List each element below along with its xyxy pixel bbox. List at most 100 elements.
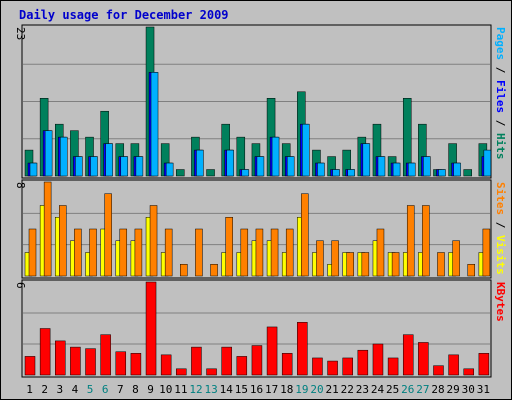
bar-sites <box>195 228 203 277</box>
bar-kbytes <box>402 334 414 376</box>
bar-kbytes <box>342 357 353 376</box>
x-tick-label: 27 <box>416 383 429 396</box>
bar-kbytes <box>100 334 111 376</box>
bar-kbytes <box>357 349 369 376</box>
bar-kbytes <box>266 326 278 376</box>
bar-kbytes <box>387 357 399 376</box>
legend-hits-files-pages: Pages / Files / Hits <box>494 27 507 160</box>
x-tick-label: 23 <box>356 383 369 396</box>
bar-pages <box>347 169 355 177</box>
bar-kbytes <box>160 354 172 376</box>
x-tick-label: 1 <box>26 383 33 396</box>
x-tick-label: 17 <box>265 383 278 396</box>
x-tick-label: 4 <box>72 383 79 396</box>
bar-sites <box>331 240 339 277</box>
legend-item-hits: Hits <box>494 133 507 160</box>
bar-pages <box>302 123 310 177</box>
bar-sites <box>164 228 173 277</box>
bar-pages <box>453 162 461 177</box>
x-tick-label: 21 <box>326 383 339 396</box>
bar-kbytes <box>372 343 384 376</box>
bar-sites <box>225 217 233 277</box>
legend-item-visits: Visits <box>494 235 507 275</box>
bar-sites <box>346 252 354 277</box>
bar-pages <box>332 169 340 177</box>
bar-pages <box>241 169 250 177</box>
bar-kbytes <box>463 368 474 376</box>
bar-pages <box>44 130 53 177</box>
x-tick-label: 3 <box>57 383 64 396</box>
bar-pages <box>120 156 129 177</box>
x-tick-label: 16 <box>250 383 263 396</box>
bar-pages <box>196 149 204 177</box>
bar-sites <box>406 205 415 277</box>
bar-kbytes <box>176 368 187 376</box>
bar-sites <box>28 228 37 277</box>
bar-sites <box>467 264 475 277</box>
bar-sites <box>210 264 218 277</box>
bar-sites <box>43 181 52 277</box>
bar-sites <box>301 193 309 277</box>
panels-layer: 23 Pages / Files / Hits 8 Sites / Visits 6 KB… <box>14 24 507 378</box>
x-tick-label: 15 <box>235 383 248 396</box>
bar-pages <box>256 156 265 177</box>
bar-pages <box>226 149 234 177</box>
bar-sites <box>285 228 294 277</box>
x-axis-ticks: 1 2 3 4 5 6 7 8 9 10 11 12 13 14 15 16 17 18 19 20 21 22 23 24 2… <box>26 383 490 396</box>
bar-sites <box>422 205 430 277</box>
bar-sites <box>59 205 67 277</box>
bar-kbytes <box>221 346 232 376</box>
x-tick-label: 11 <box>174 383 187 396</box>
x-tick-label: 30 <box>462 383 475 396</box>
legend-separator: / <box>494 60 507 80</box>
bar-kbytes <box>191 346 202 376</box>
bar-kbytes <box>85 348 96 376</box>
bar-sites <box>361 252 370 277</box>
legend-item-files: Files <box>494 80 507 113</box>
bar-pages <box>29 162 38 177</box>
bar-sites <box>270 228 279 277</box>
bar-kbytes <box>130 353 142 376</box>
bar-sites <box>104 193 112 277</box>
bar-pages <box>286 156 295 177</box>
legend-sites-visits: Sites / Visits <box>494 182 507 275</box>
x-tick-label: 29 <box>447 383 460 396</box>
bar-pages <box>60 136 68 177</box>
bar-pages <box>317 162 325 177</box>
bar-pages <box>150 72 159 177</box>
bar-sites <box>376 228 385 277</box>
bar-kbytes <box>281 353 293 376</box>
legend-separator: / <box>494 113 507 133</box>
x-tick-label: 12 <box>189 383 202 396</box>
bar-pages <box>165 162 174 177</box>
bar-sites <box>255 228 264 277</box>
bar-sites <box>119 228 128 277</box>
x-tick-label: 2 <box>41 383 48 396</box>
x-tick-label: 7 <box>117 383 124 396</box>
x-tick-label: 25 <box>386 383 399 396</box>
bar-kbytes <box>145 281 157 376</box>
bar-sites <box>149 205 158 277</box>
panel-sites-visits: 8 Sites / Visits <box>14 179 507 279</box>
y-max-label: 6 <box>14 282 27 289</box>
bar-pages <box>362 143 371 177</box>
x-tick-label: 14 <box>220 383 234 396</box>
bar-kbytes <box>433 365 444 376</box>
x-tick-label: 6 <box>102 383 109 396</box>
bar-hits <box>206 169 215 177</box>
bar-hits <box>463 169 472 177</box>
bar-sites <box>452 240 460 277</box>
bar-sites <box>437 252 445 277</box>
x-tick-label: 22 <box>341 383 354 396</box>
bar-sites <box>74 228 82 277</box>
bar-sites <box>89 228 97 277</box>
legend-item-sites: Sites <box>494 182 507 215</box>
bar-kbytes <box>448 354 459 376</box>
bar-kbytes <box>312 357 323 376</box>
bar-kbytes <box>39 328 51 376</box>
bar-sites <box>240 228 249 277</box>
x-tick-label: 19 <box>295 383 308 396</box>
bar-pages <box>377 156 386 177</box>
bar-sites <box>391 252 400 277</box>
